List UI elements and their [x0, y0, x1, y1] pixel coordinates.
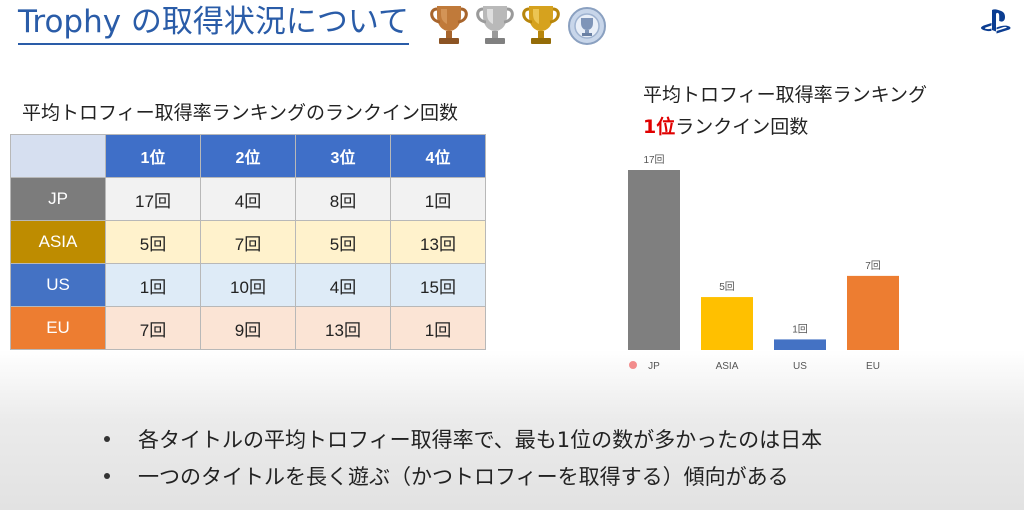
x-tick-label: JP: [648, 361, 660, 372]
table-row: EU 7回 9回 13回 1回: [10, 306, 486, 350]
table-row: US 1回 10回 4回 15回: [10, 263, 486, 307]
table-cell: 1回: [390, 177, 486, 221]
table-cell: 4回: [295, 263, 391, 307]
table-cell: 13回: [390, 220, 486, 264]
table-cell: 9回: [200, 306, 296, 350]
bar-us: [774, 339, 826, 350]
data-label: 17回: [643, 154, 664, 166]
pointer-dot: [629, 361, 637, 369]
row-header-asia: ASIA: [10, 220, 106, 264]
table-cell: 15回: [390, 263, 486, 307]
row-header-us: US: [10, 263, 106, 307]
trophy-icons: [428, 2, 608, 48]
table-cell: 7回: [105, 306, 201, 350]
table-cell: 4回: [200, 177, 296, 221]
data-label: 5回: [719, 281, 735, 293]
bronze-trophy-icon: [430, 6, 468, 44]
table-cell: 5回: [105, 220, 201, 264]
chart-subtitle-highlight: 1位: [643, 116, 676, 138]
table-column-header: 3位: [295, 134, 391, 178]
table-corner-cell: [10, 134, 106, 178]
bar-asia: [701, 297, 753, 350]
table-title: 平均トロフィー取得率ランキングのランクイン回数: [22, 102, 459, 124]
playstation-logo: [981, 9, 1011, 34]
bullet-dot: [104, 435, 110, 442]
bullet-list: 各タイトルの平均トロフィー取得率で、最も1位の数が多かったのは日本 一つのタイト…: [104, 420, 822, 494]
chart-title: 平均トロフィー取得率ランキング: [643, 84, 928, 106]
table-cell: 10回: [200, 263, 296, 307]
table-row: ASIA 5回 7回 5回 13回: [10, 220, 486, 264]
table-header-row: 1位 2位 3位 4位: [10, 134, 486, 178]
x-tick-label: US: [793, 361, 807, 372]
table-cell: 1回: [105, 263, 201, 307]
table-cell: 8回: [295, 177, 391, 221]
table-cell: 17回: [105, 177, 201, 221]
row-header-jp: JP: [10, 177, 106, 221]
platinum-trophy-icon: [568, 7, 606, 45]
table-cell: 13回: [295, 306, 391, 350]
table-column-header: 4位: [390, 134, 486, 178]
bar-eu: [847, 275, 899, 350]
table-column-header: 2位: [200, 134, 296, 178]
silver-trophy-icon: [476, 6, 514, 44]
table-cell: 1回: [390, 306, 486, 350]
table-cell: 5回: [295, 220, 391, 264]
bullet-text: 一つのタイトルを長く遊ぶ（かつトロフィーを取得する）傾向がある: [138, 464, 789, 489]
bar-chart: 17回 JP 5回 ASIA 1回 US 7回 EU: [628, 154, 899, 372]
table-column-header: 1位: [105, 134, 201, 178]
chart-subtitle-text: ランクイン回数: [675, 116, 809, 138]
chart-subtitle: 1位ランクイン回数: [643, 112, 808, 139]
row-header-eu: EU: [10, 306, 106, 350]
table-cell: 7回: [200, 220, 296, 264]
table-row: JP 17回 4回 8回 1回: [10, 177, 486, 221]
ranking-table: 1位 2位 3位 4位 JP 17回 4回 8回 1回 ASIA 5回 7回 5…: [10, 134, 486, 350]
bar-jp: [628, 170, 680, 350]
bullet-text: 各タイトルの平均トロフィー取得率で、最も1位の数が多かったのは日本: [138, 427, 823, 452]
x-tick-label: ASIA: [716, 361, 739, 372]
x-tick-label: EU: [866, 361, 880, 372]
data-label: 7回: [865, 260, 881, 272]
bullet-dot: [104, 472, 110, 479]
data-label: 1回: [792, 323, 808, 335]
bullet-item: 各タイトルの平均トロフィー取得率で、最も1位の数が多かったのは日本: [104, 420, 822, 457]
bullet-item: 一つのタイトルを長く遊ぶ（かつトロフィーを取得する）傾向がある: [104, 457, 822, 494]
gold-trophy-icon: [522, 6, 560, 44]
page-title: Trophy の取得状況について: [18, 2, 410, 45]
